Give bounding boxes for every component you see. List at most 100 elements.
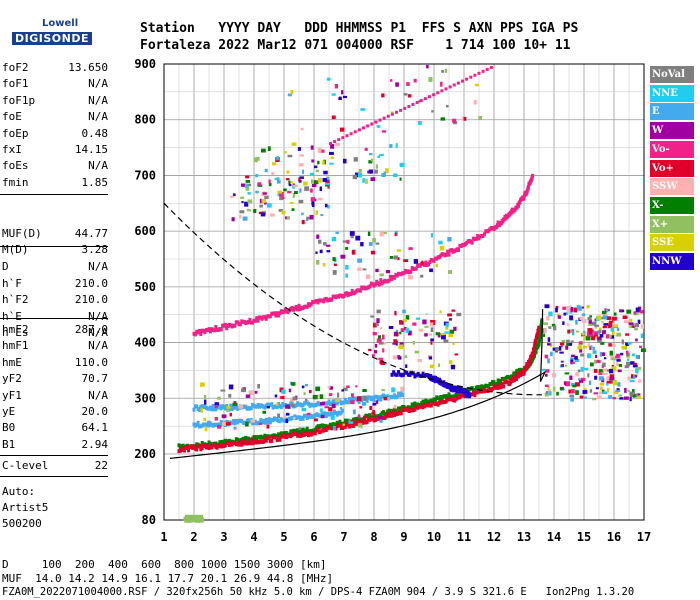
echo-point-vox <box>338 423 342 428</box>
echo-point-vox <box>200 446 204 451</box>
echo-clutter <box>255 173 259 178</box>
echo-clutter <box>277 413 281 419</box>
echo-point-e <box>372 398 376 403</box>
echo-clutter <box>599 334 604 338</box>
echo-clutter <box>430 341 433 345</box>
echo-point-nnw <box>423 373 427 378</box>
echo-clutter <box>448 318 452 321</box>
echo-clutter <box>615 389 621 393</box>
echo-clutter <box>639 345 643 348</box>
param-value: N/A <box>88 326 108 340</box>
echo-clutter <box>445 322 449 328</box>
echo-clutter <box>616 327 620 332</box>
echo-clutter <box>545 391 549 394</box>
echo-clutter <box>441 70 445 73</box>
echo-clutter <box>575 319 578 325</box>
x-tick-label: 6 <box>310 530 317 544</box>
echo-clutter <box>570 340 574 343</box>
echo-clutter <box>566 381 571 387</box>
echo-clutter <box>221 421 227 426</box>
echo-point-xx <box>539 327 543 332</box>
echo-clutter <box>580 366 584 372</box>
echo-clutter <box>563 381 567 385</box>
echo-point-vox <box>274 435 278 440</box>
x-tick-label: 14 <box>547 530 561 544</box>
echo-point-e <box>371 395 375 400</box>
echo-clutter <box>266 424 270 429</box>
x-tick-label: 13 <box>517 530 531 544</box>
echo-clutter <box>599 386 603 391</box>
param-row-b1: B1 2.94 <box>2 437 108 453</box>
echo-clutter <box>239 210 245 214</box>
echo-clutter <box>322 263 326 267</box>
echo-clutter <box>319 149 325 153</box>
echo-clutter <box>625 343 629 346</box>
echo-clutter <box>281 389 286 394</box>
echo-clutter <box>336 392 340 398</box>
echo-clutter <box>302 181 308 186</box>
echo-clutter <box>601 320 604 324</box>
echo-clutter <box>299 154 304 157</box>
echo-clutter <box>559 386 564 391</box>
echo-clutter <box>382 348 385 353</box>
echo-clutter <box>264 201 267 205</box>
echo-point-vox <box>528 357 532 362</box>
echo-point-vox <box>197 329 201 334</box>
echo-point-vox <box>226 440 230 445</box>
echo-clutter <box>638 379 642 383</box>
echo-clutter <box>268 179 271 184</box>
echo-clutter <box>608 320 614 323</box>
echo-clutter <box>331 403 336 409</box>
echo-clutter <box>313 180 317 184</box>
echo-clutter <box>326 244 331 247</box>
echo-clutter <box>625 333 630 336</box>
echo-clutter <box>394 311 397 316</box>
echo-clutter <box>397 355 401 359</box>
echo-clutter <box>559 346 562 351</box>
echo-clutter <box>568 389 573 394</box>
echo-clutter <box>403 259 409 263</box>
echo-clutter <box>331 93 336 96</box>
legend-item-e: E <box>650 103 694 121</box>
echo-clutter <box>577 346 583 350</box>
echo-clutter <box>393 405 397 409</box>
echo-point-second-hop <box>465 77 469 81</box>
echo-point-vox <box>341 425 345 430</box>
echo-clutter <box>230 195 234 198</box>
echo-clutter <box>293 184 298 188</box>
echo-clutter <box>276 402 279 406</box>
autoscale-line-1: Auto: <box>2 485 36 498</box>
echo-clutter <box>245 394 251 398</box>
echo-point-vox <box>387 278 391 283</box>
echo-clutter <box>357 414 361 419</box>
echo-clutter <box>214 405 219 409</box>
param-name: hmF2 <box>2 323 29 336</box>
echo-clutter <box>311 202 315 208</box>
echo-clutter <box>577 369 581 373</box>
echo-clutter <box>365 274 371 280</box>
echo-point-vox <box>223 443 227 448</box>
echo-clutter <box>593 333 598 338</box>
echo-point-e <box>227 407 231 412</box>
echo-clutter <box>578 380 584 383</box>
echo-clutter <box>345 247 349 250</box>
echo-clutter <box>339 406 343 410</box>
digisonde-logo: Lowell DIGISONDE <box>2 6 92 46</box>
echo-point-second-hop <box>349 132 353 136</box>
echo-point-vox <box>264 438 268 443</box>
echo-clutter <box>407 330 412 336</box>
param-row-hmf1: hmF1 N/A <box>2 338 108 354</box>
x-tick-label: 3 <box>220 530 227 544</box>
echo-point-nnw <box>468 392 472 397</box>
plot-frame <box>163 63 645 521</box>
echo-point-second-hop <box>419 99 423 103</box>
echo-point-second-hop <box>456 81 460 85</box>
echo-clutter <box>407 94 412 98</box>
echo-clutter <box>567 342 573 346</box>
echo-clutter <box>555 350 558 353</box>
echo-point-second-hop <box>337 138 341 142</box>
echo-clutter <box>406 82 410 86</box>
echo-clutter <box>306 412 311 415</box>
echo-clutter <box>388 325 394 329</box>
echo-clutter <box>601 310 607 315</box>
